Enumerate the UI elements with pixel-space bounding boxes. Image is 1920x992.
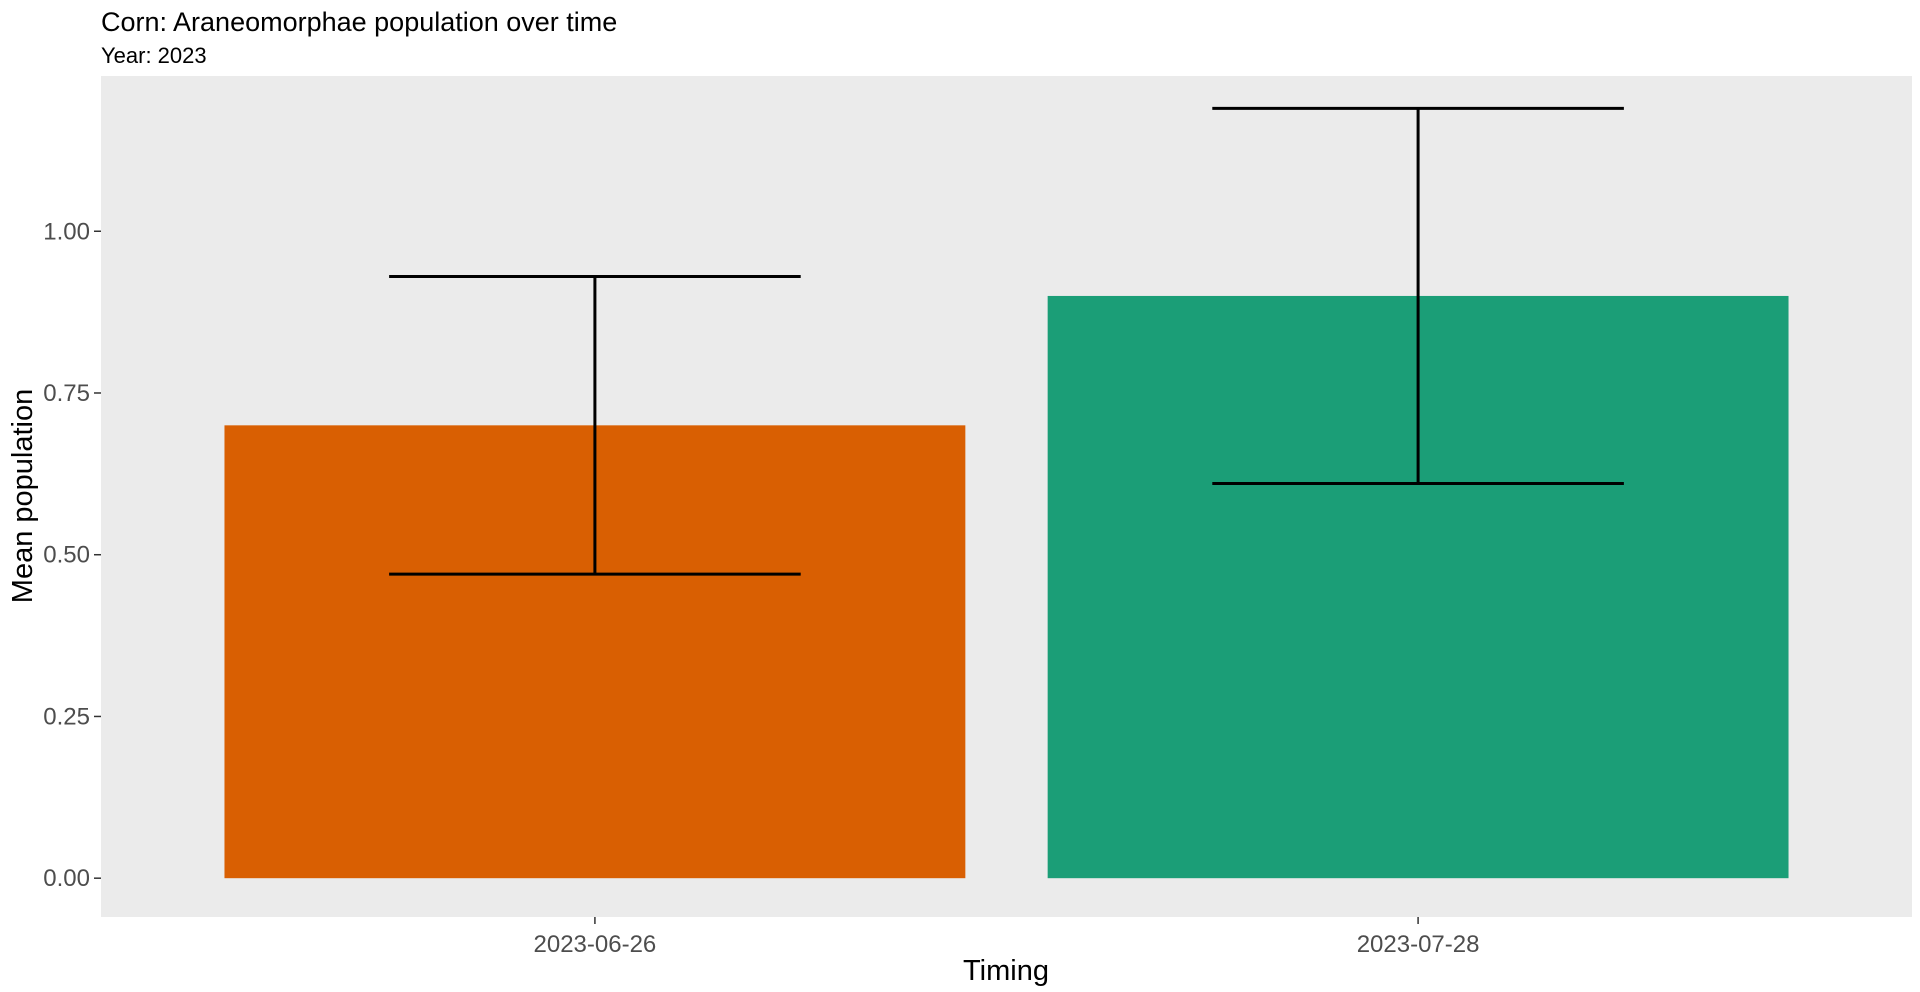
y-tick-label: 0.00	[43, 865, 90, 892]
error-bar-2023-07-28	[1212, 106, 1624, 486]
error-bar-2023-06-26	[389, 275, 801, 576]
error-bars-layer	[389, 106, 1624, 576]
x-tick-label: 2023-06-26	[534, 931, 657, 958]
chart-title: Corn: Araneomorphae population over time	[101, 7, 617, 37]
y-tick-label: 0.75	[43, 380, 90, 407]
y-tick-label: 1.00	[43, 218, 90, 245]
y-axis: 0.00 0.25 0.50 0.75 1.00	[43, 218, 101, 892]
x-axis: 2023-06-26 2023-07-28	[534, 917, 1480, 958]
y-axis-title: Mean population	[7, 389, 39, 603]
chart-subtitle: Year: 2023	[101, 43, 207, 68]
y-tick-label: 0.50	[43, 542, 90, 569]
x-tick-label: 2023-07-28	[1357, 931, 1480, 958]
x-axis-title: Timing	[963, 955, 1049, 987]
y-tick-label: 0.25	[43, 703, 90, 730]
